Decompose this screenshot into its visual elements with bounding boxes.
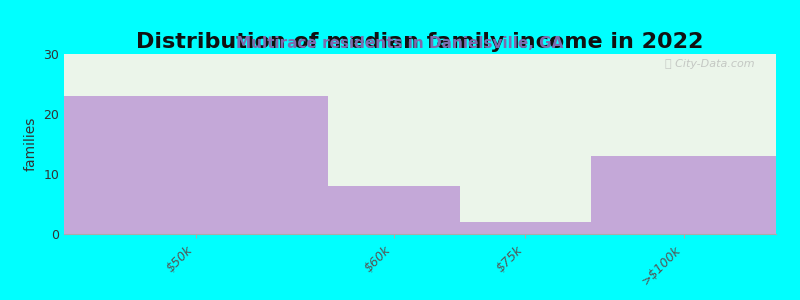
Bar <box>64 96 328 234</box>
Bar <box>64 54 328 234</box>
Bar <box>328 54 459 234</box>
Bar <box>459 54 591 234</box>
Bar <box>591 156 776 234</box>
Bar <box>591 54 776 234</box>
Bar <box>328 186 459 234</box>
Text: Multirace residents in Danielsville, GA: Multirace residents in Danielsville, GA <box>236 36 564 51</box>
Bar <box>459 222 591 234</box>
Title: Distribution of median family income in 2022: Distribution of median family income in … <box>136 32 704 52</box>
Text: ⓘ City-Data.com: ⓘ City-Data.com <box>665 59 754 69</box>
Y-axis label: families: families <box>24 117 38 171</box>
